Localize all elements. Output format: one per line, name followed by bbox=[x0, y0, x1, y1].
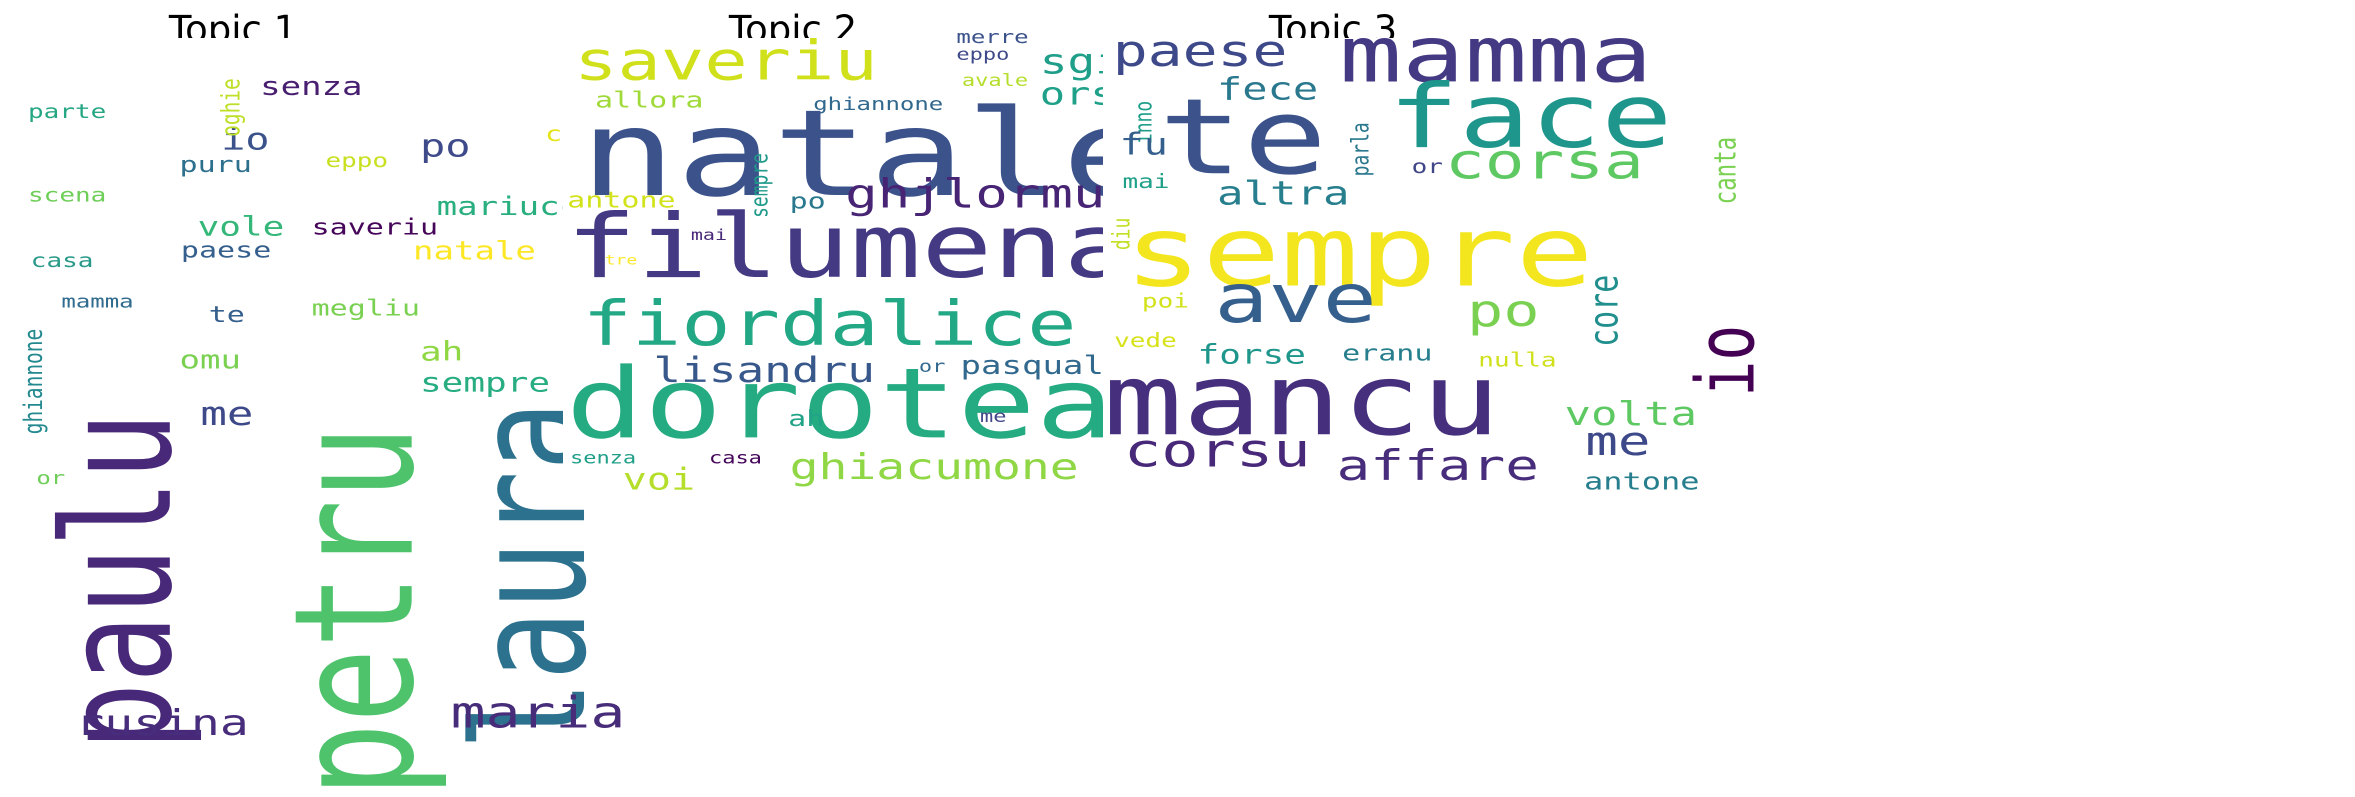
word-cloud-word: merre bbox=[956, 27, 1029, 49]
word-cloud-word: ah bbox=[788, 406, 825, 433]
word-cloud-word: fiordalice bbox=[582, 287, 1077, 360]
word-cloud-word: antone bbox=[567, 187, 676, 214]
word-cloud-word: parte bbox=[28, 101, 107, 124]
word-cloud-word: oghie bbox=[217, 78, 247, 137]
word-cloud-word: corsu bbox=[1123, 423, 1311, 478]
topic-2-word-cloud: saveriumerreepposgioorsavaleiealloraghia… bbox=[563, 29, 1203, 494]
word-cloud-word: rusina bbox=[75, 702, 249, 745]
word-cloud-word: saveriu bbox=[574, 30, 878, 94]
word-cloud-word: altra bbox=[1216, 175, 1350, 213]
word-cloud-word: ah bbox=[420, 336, 464, 368]
word-cloud-word: mai bbox=[1122, 171, 1170, 193]
word-cloud-word: sempre bbox=[1123, 196, 1594, 310]
word-cloud-word: allora bbox=[594, 87, 704, 114]
word-cloud-word: affare bbox=[1336, 441, 1539, 491]
word-cloud-word: eppo bbox=[956, 44, 1010, 64]
word-cloud-word: mamma bbox=[61, 291, 134, 313]
word-cloud-word: fece bbox=[1216, 71, 1319, 108]
word-cloud-word: po bbox=[789, 188, 826, 215]
topic-2-panel: Topic 2 saveriumerreepposgioorsavaleieal… bbox=[563, 0, 1203, 754]
word-cloud-word: ave bbox=[1214, 260, 1377, 339]
word-cloud-word: me bbox=[200, 395, 254, 434]
word-cloud-word: ghiannone bbox=[813, 94, 944, 115]
word-cloud-word: filumena bbox=[565, 196, 1135, 300]
word-cloud-word: casa bbox=[708, 447, 762, 468]
word-cloud-word: paulu bbox=[32, 412, 206, 751]
word-cloud-word: lisandru bbox=[653, 350, 876, 391]
word-cloud-word: me bbox=[1585, 418, 1651, 466]
word-cloud-word: me bbox=[980, 406, 1007, 426]
word-cloud-word: io bbox=[1679, 324, 1773, 397]
word-cloud-word: natale bbox=[579, 84, 1159, 225]
word-cloud-word: senza bbox=[569, 447, 637, 468]
word-cloud-word: ghiannone bbox=[19, 328, 49, 435]
word-cloud-word: po bbox=[1467, 285, 1540, 338]
topic-1-panel: Topic 1 paulu petru laura rusina maria parte s… bbox=[3, 0, 643, 797]
word-cloud-word: ghiacumone bbox=[789, 446, 1079, 489]
word-cloud-word: core bbox=[1579, 274, 1628, 347]
word-cloud-word: eranu bbox=[1342, 340, 1433, 367]
topic-3-word-cloud: paese mamma inno fece parla te face fu or corsa ca… bbox=[1103, 16, 1773, 494]
word-cloud-word: or bbox=[918, 356, 946, 376]
word-cloud-word: fu bbox=[1119, 126, 1168, 162]
word-cloud-word: petru bbox=[260, 425, 452, 797]
word-cloud-word: po bbox=[420, 128, 471, 165]
word-cloud-word: voi bbox=[622, 461, 696, 497]
word-cloud-word: vede bbox=[1114, 330, 1177, 353]
word-cloud-word: face bbox=[1387, 66, 1673, 170]
word-cloud-word: senza bbox=[260, 71, 363, 102]
word-cloud-word: sempre bbox=[420, 367, 551, 399]
word-cloud-word: avale bbox=[961, 70, 1029, 90]
word-cloud-word: nulla bbox=[1478, 350, 1557, 372]
word-cloud-word: maria bbox=[450, 686, 626, 738]
word-cloud-word: mancu bbox=[1103, 343, 1501, 459]
word-cloud-word: or bbox=[1411, 156, 1443, 179]
word-cloud-word: paese bbox=[1112, 25, 1288, 77]
word-cloud-word: vole bbox=[197, 211, 285, 243]
word-cloud-word: mamma bbox=[1339, 9, 1653, 101]
word-cloud-word: puru bbox=[179, 152, 252, 179]
word-cloud-word: te bbox=[1158, 75, 1328, 199]
word-cloud-word: pasquale bbox=[960, 350, 1125, 381]
word-cloud-word: parla bbox=[1347, 122, 1376, 177]
word-cloud-word: io bbox=[221, 121, 270, 157]
word-cloud-word: paese bbox=[180, 237, 272, 264]
word-cloud-word: natale bbox=[413, 235, 536, 266]
topic-1-word-cloud: paulu petru laura rusina maria parte scena casa… bbox=[3, 38, 643, 797]
word-cloud-word: megliu bbox=[311, 295, 421, 322]
word-cloud-word: omu bbox=[179, 344, 241, 375]
topic-3-panel: Topic 3 paese mamma inno fece parla te face fu o… bbox=[1103, 0, 1773, 754]
word-cloud-word: canta bbox=[1709, 136, 1744, 205]
word-cloud-word: te bbox=[208, 302, 245, 329]
word-cloud-word: forse bbox=[1197, 339, 1306, 371]
word-cloud-word: or bbox=[36, 468, 66, 490]
word-cloud-word: corsa bbox=[1444, 133, 1644, 191]
word-cloud-word: volta bbox=[1564, 395, 1698, 434]
word-cloud-word: ghjlormu bbox=[845, 171, 1106, 218]
word-cloud-word: dorotea bbox=[565, 347, 1115, 462]
word-cloud-word: eppo bbox=[325, 150, 389, 173]
word-cloud-word: scena bbox=[28, 184, 107, 207]
word-cloud-word: poi bbox=[1141, 290, 1189, 313]
word-cloud-word: tre bbox=[604, 253, 638, 269]
word-cloud-word: saveriu bbox=[311, 214, 439, 241]
word-cloud-word: casa bbox=[30, 250, 94, 272]
word-cloud-word: antone bbox=[1583, 468, 1700, 496]
word-cloud-word: mai bbox=[690, 227, 728, 244]
